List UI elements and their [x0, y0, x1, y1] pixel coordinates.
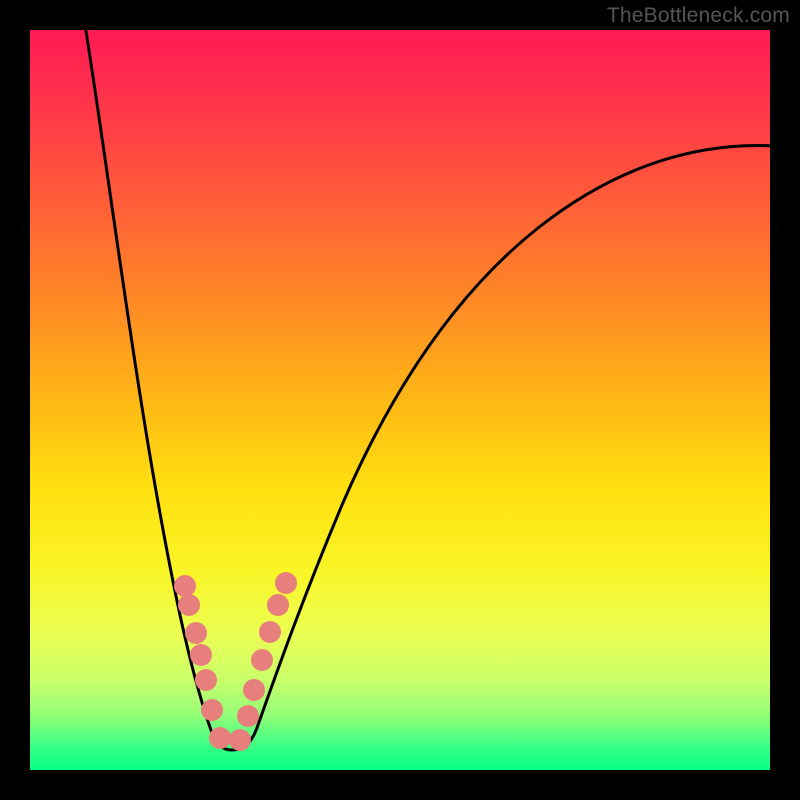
watermark-text: TheBottleneck.com [607, 4, 790, 28]
bottleneck-curve-path [85, 30, 770, 750]
curve-marker [237, 705, 259, 727]
curve-marker [185, 622, 207, 644]
curve-marker [275, 572, 297, 594]
curve-marker [259, 621, 281, 643]
curve-marker [243, 679, 265, 701]
curve-marker [190, 644, 212, 666]
curve-marker [174, 575, 196, 597]
plot-area [30, 30, 770, 770]
curve-markers [174, 572, 297, 751]
curve-marker [178, 594, 200, 616]
curve-marker [209, 727, 231, 749]
curve-marker [195, 669, 217, 691]
curve-marker [251, 649, 273, 671]
chart-frame: TheBottleneck.com [0, 0, 800, 800]
curve-marker [229, 729, 251, 751]
bottleneck-curve [30, 30, 770, 770]
curve-marker [201, 699, 223, 721]
curve-marker [267, 594, 289, 616]
